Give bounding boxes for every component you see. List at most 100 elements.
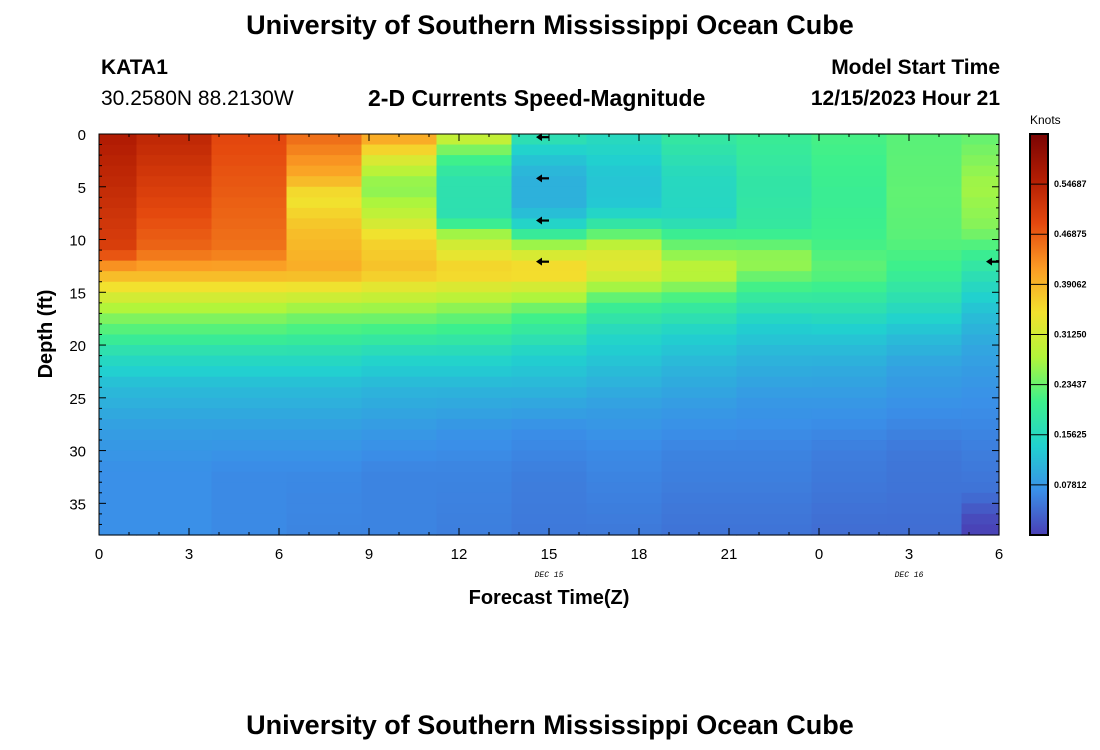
heatmap-cell: [286, 513, 363, 526]
heatmap-cell: [886, 186, 963, 198]
heatmap-cell: [361, 450, 438, 462]
heatmap-cell: [736, 440, 813, 452]
heatmap-cell: [436, 366, 513, 378]
heatmap-cell: [436, 376, 513, 388]
heatmap-cell: [511, 376, 588, 388]
heatmap-cell: [136, 492, 213, 504]
heatmap-cell: [136, 292, 213, 304]
heatmap-cell: [99, 408, 138, 420]
heatmap-cell: [736, 260, 813, 272]
heatmap-cell: [436, 197, 513, 209]
heatmap-cell: [286, 250, 363, 262]
heatmap-cell: [511, 155, 588, 167]
heatmap-cell: [436, 397, 513, 409]
heatmap-cell: [99, 218, 138, 230]
heatmap-cell: [211, 513, 288, 526]
heatmap-cell: [99, 271, 138, 283]
heatmap-cell: [736, 281, 813, 293]
heatmap-cell: [961, 450, 1000, 462]
colorbar-tick-label: 0.46875: [1054, 229, 1087, 239]
heatmap-cell: [961, 397, 1000, 409]
heatmap-cell: [961, 197, 1000, 209]
heatmap-cell: [436, 345, 513, 357]
heatmap-cell: [586, 281, 663, 293]
heatmap-cell: [661, 461, 738, 473]
heatmap-cell: [511, 144, 588, 156]
heatmap-cell: [136, 387, 213, 399]
heatmap-cell: [886, 461, 963, 473]
heatmap-cell: [661, 260, 738, 272]
heatmap-cell: [961, 492, 1000, 504]
heatmap-cell: [511, 408, 588, 420]
heatmap-cell: [661, 281, 738, 293]
x-tick-label: 3: [905, 546, 913, 563]
heatmap-cell: [211, 165, 288, 177]
heatmap-cell: [736, 323, 813, 336]
heatmap-cell: [436, 461, 513, 473]
heatmap-cell: [211, 387, 288, 399]
heatmap-cell: [961, 524, 1000, 536]
heatmap-cell: [511, 461, 588, 473]
heatmap-cell: [661, 387, 738, 399]
heatmap-cell: [436, 144, 513, 156]
heatmap-cell: [286, 376, 363, 388]
heatmap-cell: [136, 429, 213, 441]
heatmap-cell: [99, 366, 138, 378]
heatmap-cell: [361, 144, 438, 156]
heatmap-cell: [886, 429, 963, 441]
heatmap-cell: [511, 228, 588, 241]
heatmap-cell: [99, 482, 138, 494]
heatmap-cell: [286, 334, 363, 346]
heatmap-cell: [736, 228, 813, 241]
heatmap-cell: [736, 334, 813, 346]
current-arrow: [986, 257, 999, 266]
heatmap-cell: [286, 450, 363, 462]
heatmap-cell: [736, 134, 813, 146]
heatmap-cell: [811, 376, 888, 388]
heatmap-cell: [136, 334, 213, 346]
heatmap-cell: [661, 408, 738, 420]
x-tick-label: 6: [275, 546, 283, 563]
heatmap-cell: [211, 144, 288, 156]
heatmap-cell: [811, 323, 888, 336]
heatmap-cell: [286, 271, 363, 283]
x-tick-label: 18: [631, 546, 648, 563]
heatmap-cell: [136, 503, 213, 515]
axis-ticks: [98, 133, 1000, 536]
heatmap-cell: [361, 165, 438, 177]
heatmap-cell: [511, 492, 588, 504]
heatmap-cell: [586, 228, 663, 241]
heatmap-cell: [361, 239, 438, 251]
heatmap-cell: [211, 155, 288, 167]
heatmap-cell: [811, 207, 888, 220]
heatmap-cell: [511, 250, 588, 262]
heatmap-cell: [661, 271, 738, 283]
page-title-top: University of Southern Mississippi Ocean…: [246, 10, 854, 40]
heatmap-cell: [811, 302, 888, 314]
heatmap-cell: [286, 207, 363, 220]
heatmap-cell: [811, 281, 888, 293]
heatmap-cell: [661, 176, 738, 188]
heatmap-cell: [886, 355, 963, 367]
heatmap-cell: [886, 334, 963, 346]
heatmap-cell: [661, 186, 738, 198]
heatmap-cell: [811, 418, 888, 431]
heatmap-cell: [661, 218, 738, 230]
heatmap-cell: [661, 207, 738, 220]
heatmap-cell: [211, 302, 288, 314]
heatmap-cell: [99, 239, 138, 251]
heatmap-cell: [211, 323, 288, 336]
heatmap-cell: [961, 482, 1000, 494]
heatmap-cell: [661, 144, 738, 156]
heatmap-cell: [811, 292, 888, 304]
heatmap-cell: [886, 281, 963, 293]
heatmap-cell: [286, 176, 363, 188]
heatmap-cell: [136, 197, 213, 209]
x-tick-label: 3: [185, 546, 193, 563]
heatmap-cell: [886, 503, 963, 515]
heatmap-cell: [661, 302, 738, 314]
heatmap-cell: [961, 186, 1000, 198]
x-tick-label: 0: [95, 546, 103, 563]
heatmap-cell: [136, 450, 213, 462]
heatmap-cell: [211, 176, 288, 188]
